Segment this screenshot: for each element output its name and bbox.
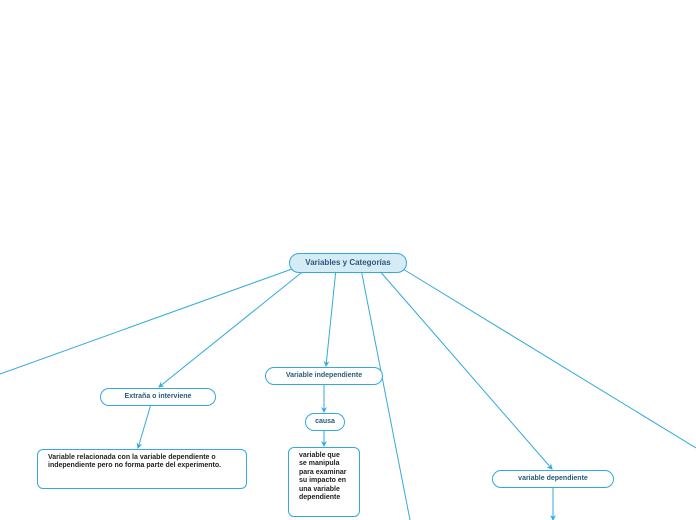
edge <box>0 269 292 374</box>
node-dep: variable dependiente <box>492 470 614 488</box>
node-label-indep_desc: variable que se manipula para examinar s… <box>299 452 349 502</box>
node-indep_desc: variable que se manipula para examinar s… <box>288 447 360 517</box>
edge <box>378 269 552 469</box>
edge <box>361 269 410 520</box>
node-extrana: Extraña o interviene <box>100 388 216 406</box>
node-indep: Variable independiente <box>265 367 383 385</box>
node-label-causa: causa <box>315 418 335 426</box>
node-root: Variables y Categorías <box>289 253 407 273</box>
edge <box>326 269 336 366</box>
node-label-extrana: Extraña o interviene <box>125 393 192 401</box>
edge <box>403 269 696 448</box>
node-label-indep: Variable independiente <box>286 372 362 380</box>
node-causa: causa <box>305 413 345 431</box>
node-label-dep: variable dependiente <box>518 475 588 483</box>
node-label-root: Variables y Categorías <box>305 258 390 268</box>
node-label-extrana_desc: Variable relacionada con la variable dep… <box>48 454 236 471</box>
node-extrana_desc: Variable relacionada con la variable dep… <box>37 449 247 489</box>
edge <box>138 404 151 448</box>
